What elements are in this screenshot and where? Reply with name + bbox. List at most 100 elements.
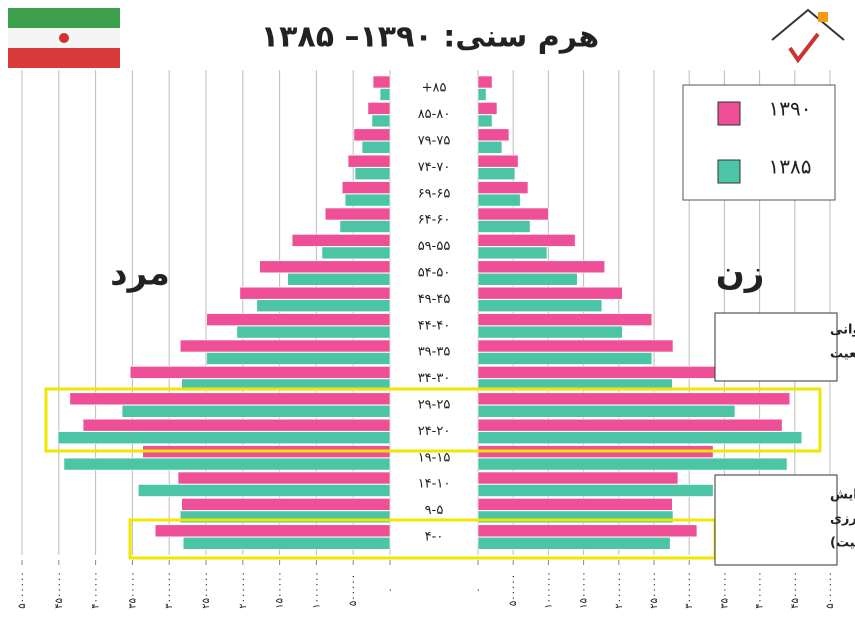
male-bar xyxy=(380,89,390,101)
male-bar xyxy=(237,326,390,338)
x-tick-label: ۱۵۰۰۰۰۰ xyxy=(275,571,286,609)
age-label: ۷۴-۷۰ xyxy=(418,160,451,175)
age-label: ۴۴-۴۰ xyxy=(418,318,451,333)
female-bar xyxy=(478,498,672,510)
chart: هرم سنی: ۱۳۹۰– ۱۳۸۵ ۰۰۵۰۰۰۰۰۵۰۰۰۰۰۱۰۰۰۰۰… xyxy=(0,0,855,629)
x-tick-label: ۰ xyxy=(385,587,396,592)
female-bar xyxy=(478,432,802,444)
female-bar xyxy=(478,102,497,114)
male-bar xyxy=(83,419,390,431)
age-label: ۷۹-۷۵ xyxy=(418,134,451,149)
annotation-box xyxy=(715,313,837,381)
male-bar xyxy=(340,221,390,233)
age-label: ۲۹-۲۵ xyxy=(418,398,451,413)
age-label: ۴۹-۴۵ xyxy=(418,292,451,307)
male-bar xyxy=(64,458,390,470)
age-label: ۳۴-۳۰ xyxy=(418,371,451,386)
male-bar xyxy=(155,525,390,537)
male-bar xyxy=(207,353,390,365)
female-bar xyxy=(478,194,520,206)
female-bar xyxy=(478,208,548,220)
male-bar xyxy=(368,102,390,114)
x-tick-label: ۵۰۰۰۰۰ xyxy=(508,574,519,606)
x-tick-label: ۱۰۰۰۰۰۰ xyxy=(311,571,322,609)
male-bar xyxy=(345,194,390,206)
male-bar xyxy=(292,234,390,246)
x-tick-label: ۲۰۰۰۰۰۰ xyxy=(238,571,249,609)
x-tick-label: ۴۰۰۰۰۰۰ xyxy=(755,571,766,609)
female-bar xyxy=(478,314,652,326)
x-tick-label: ۱۰۰۰۰۰۰ xyxy=(543,571,554,609)
x-tick-label: ۳۵۰۰۰۰۰ xyxy=(719,571,730,609)
female-bar xyxy=(478,168,515,180)
female-bar xyxy=(478,89,486,101)
age-label: ۵۹-۵۵ xyxy=(418,239,451,254)
x-tick-label: ۴۵۰۰۰۰۰ xyxy=(54,571,65,609)
age-label: ۶۹-۶۵ xyxy=(418,186,451,201)
male-bar xyxy=(58,432,390,444)
x-tick-label: ۵۰۰۰۰۰۰ xyxy=(17,571,28,609)
male-bar xyxy=(325,208,390,220)
legend-swatch xyxy=(718,160,740,183)
male-bar xyxy=(180,340,390,352)
age-label: ۴-۰ xyxy=(425,530,444,545)
chart-title: هرم سنی: ۱۳۹۰– ۱۳۸۵ xyxy=(261,20,599,55)
male-bar xyxy=(122,405,390,417)
x-tick-label: ۲۵۰۰۰۰۰ xyxy=(649,571,660,609)
x-tick-label: ۴۵۰۰۰۰۰ xyxy=(790,571,801,609)
female-bar xyxy=(478,273,577,285)
male-bar xyxy=(130,366,390,378)
age-label: ۱۹-۱۵ xyxy=(418,450,451,465)
female-bar xyxy=(478,155,518,167)
male-bar xyxy=(138,485,390,497)
x-tick-label: ۳۵۰۰۰۰۰ xyxy=(127,571,138,609)
legend-label: ۱۳۸۵ xyxy=(769,155,812,179)
female-bar xyxy=(478,485,713,497)
female-bar xyxy=(478,340,673,352)
female-label: زن xyxy=(716,254,765,294)
annotation-text: جمعیت xyxy=(830,347,855,362)
female-bar xyxy=(478,247,547,259)
x-tick-label: ۳۰۰۰۰۰۰ xyxy=(164,571,175,609)
male-bar xyxy=(362,141,390,153)
female-bar xyxy=(478,129,509,141)
female-bar xyxy=(478,221,530,233)
female-bar xyxy=(478,76,492,88)
age-label: ۲۴-۲۰ xyxy=(418,424,451,439)
age-label: ۱۴-۱۰ xyxy=(418,477,451,492)
age-label: ۸۵-۸۰ xyxy=(418,107,451,122)
age-label: ۶۴-۶۰ xyxy=(418,213,451,228)
legend-box xyxy=(683,85,835,200)
legend-swatch xyxy=(718,102,740,125)
male-bar xyxy=(348,155,390,167)
x-tick-label: ۲۵۰۰۰۰۰ xyxy=(201,571,212,609)
x-tick-label: ۱۵۰۰۰۰۰ xyxy=(579,571,590,609)
male-bar xyxy=(355,168,390,180)
female-bar xyxy=(478,405,735,417)
male-bar xyxy=(240,287,390,299)
female-bar xyxy=(478,366,726,378)
legend-label: ۱۳۹۰ xyxy=(769,97,812,121)
female-bar xyxy=(478,182,528,194)
female-bar xyxy=(478,393,790,405)
female-bar xyxy=(478,141,502,153)
female-bar xyxy=(478,353,652,365)
x-tick-label: ۳۰۰۰۰۰۰ xyxy=(684,571,695,609)
male-bar xyxy=(288,273,390,285)
male-bar xyxy=(260,261,390,273)
female-bar xyxy=(478,287,622,299)
male-bar xyxy=(183,537,390,549)
male-bar xyxy=(70,393,390,405)
female-bar xyxy=(478,326,622,338)
female-bar xyxy=(478,458,787,470)
annotation-text: جمعیت) xyxy=(830,536,855,551)
female-bar xyxy=(478,525,697,537)
female-bar xyxy=(478,419,782,431)
annotation-box xyxy=(715,475,837,565)
age-label: +۸۵ xyxy=(422,81,447,96)
x-tick-label: ۰ xyxy=(473,587,484,592)
flag xyxy=(8,8,120,68)
annotation-text: موج دوم افزایش xyxy=(830,488,855,503)
male-bar xyxy=(372,115,390,127)
annotation-text: جمعیت (کشاورزی xyxy=(830,512,855,527)
